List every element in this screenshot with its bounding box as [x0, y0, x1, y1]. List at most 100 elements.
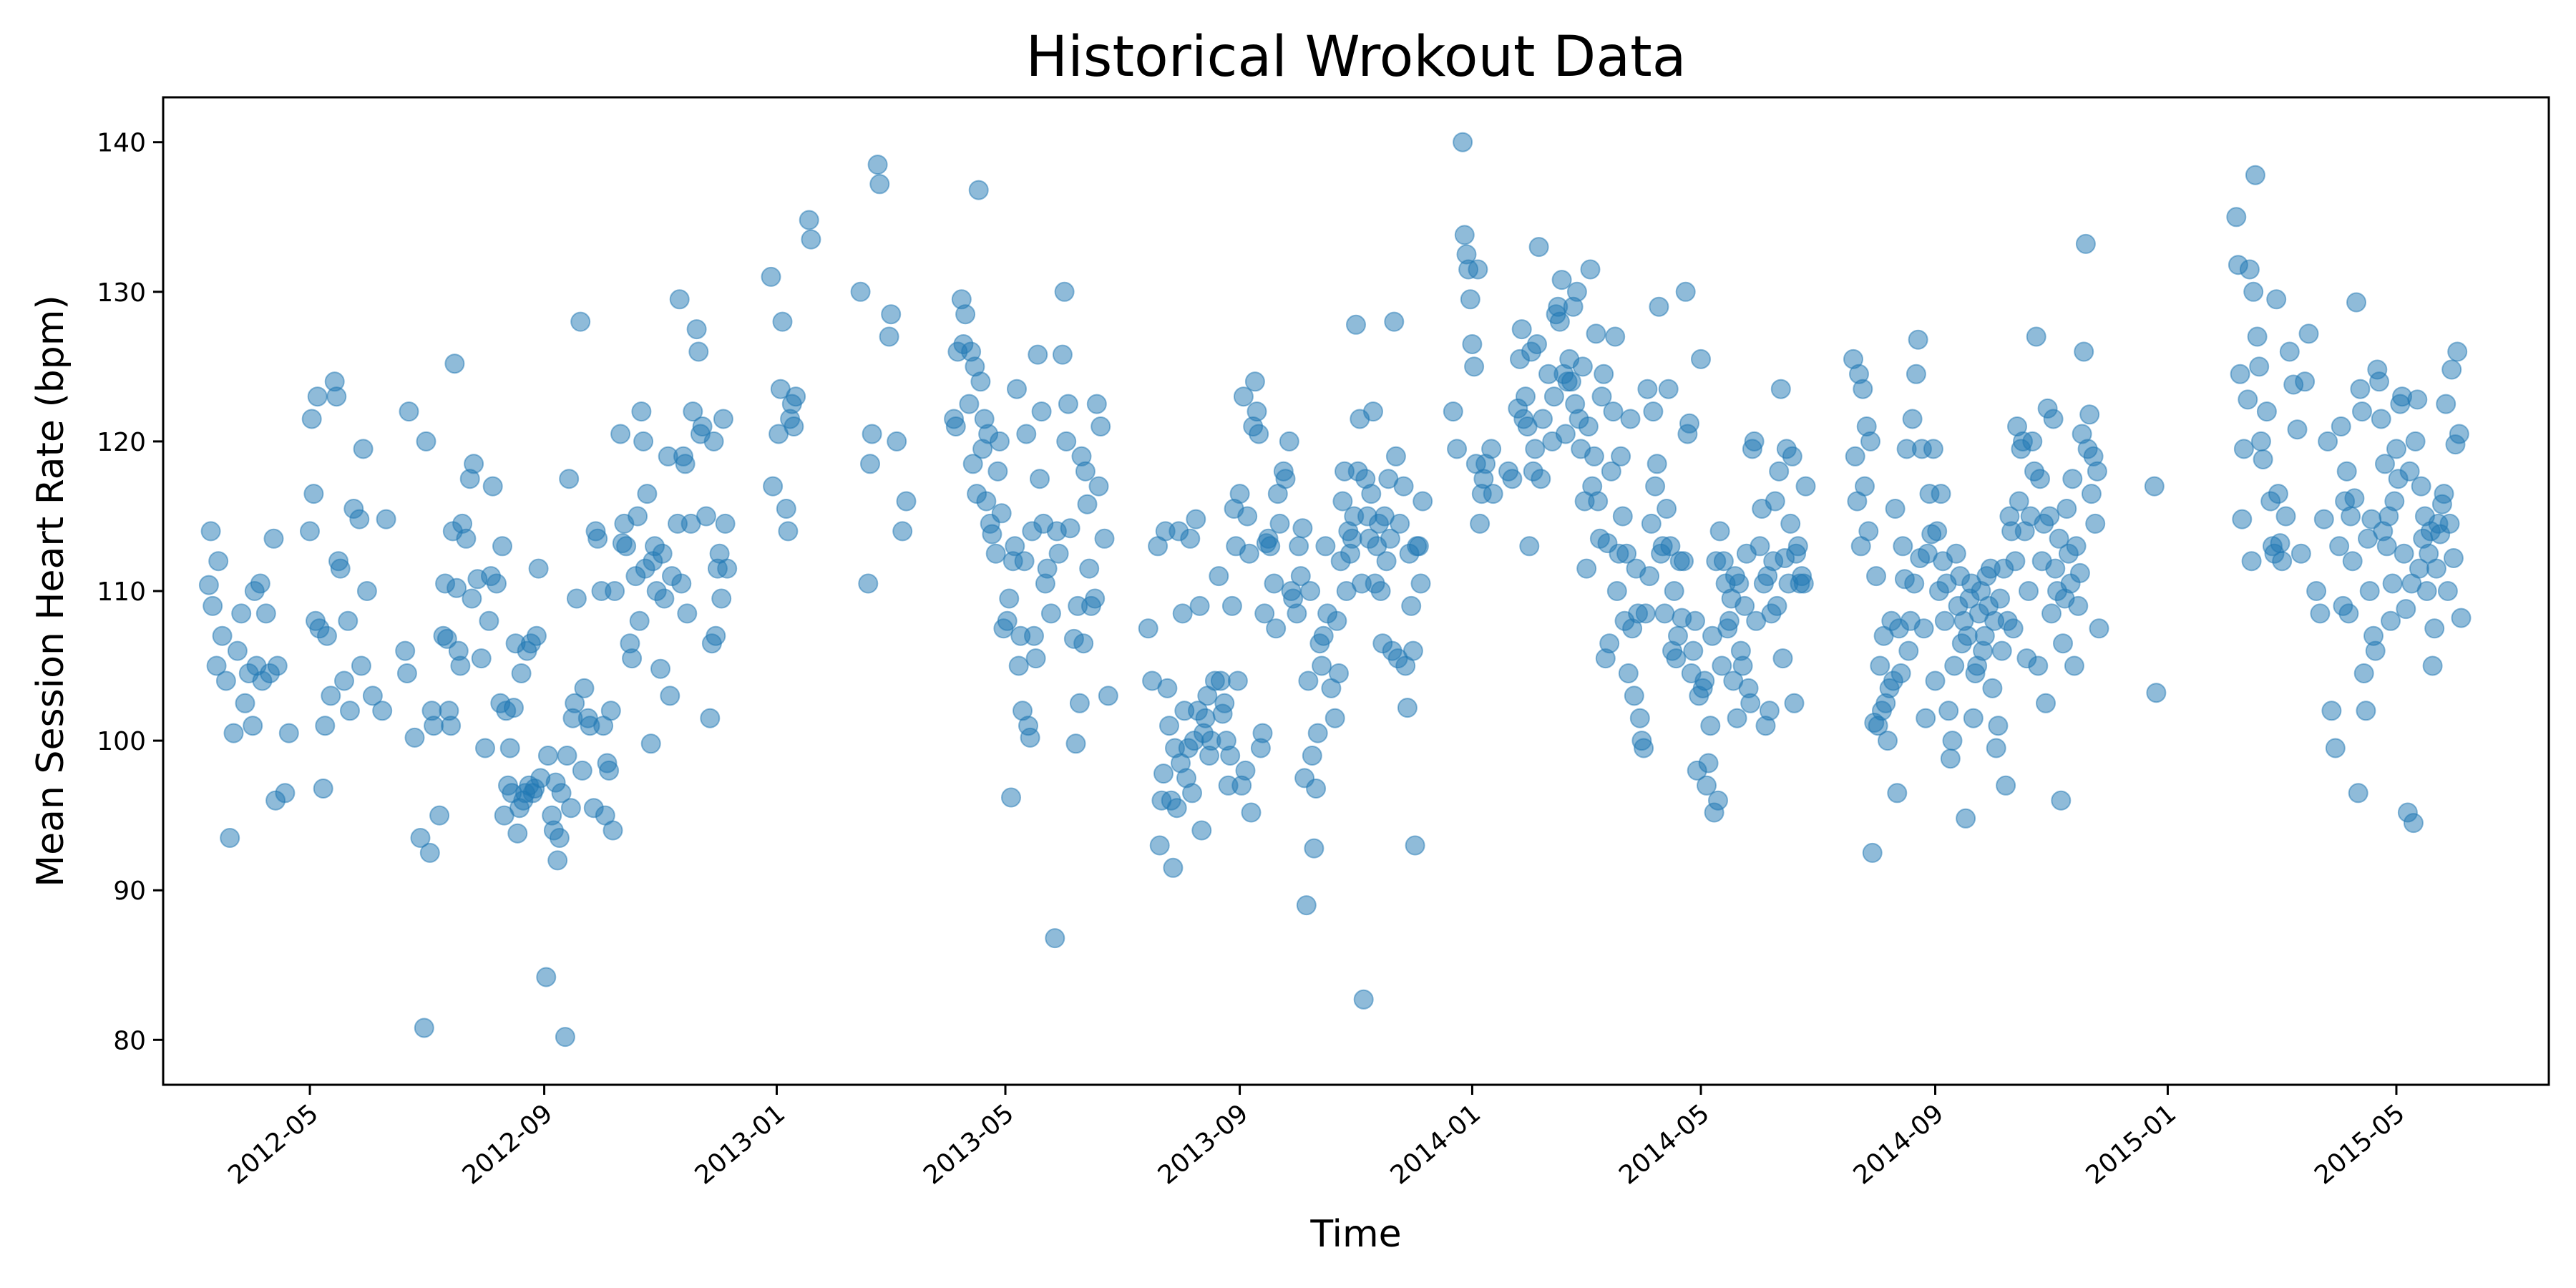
data-point [1750, 536, 1770, 557]
data-point [945, 416, 966, 436]
data-point [2321, 701, 2342, 721]
data-point [683, 401, 703, 422]
data-point [652, 543, 673, 564]
data-point [2365, 640, 2386, 661]
data-point [1001, 787, 1021, 808]
x-tick-label: 2014-01 [1385, 1098, 1487, 1190]
data-point [317, 625, 337, 646]
data-point [1254, 603, 1275, 624]
data-point [2230, 364, 2250, 384]
data-point [549, 828, 570, 848]
data-point [778, 521, 799, 542]
data-point [1138, 618, 1158, 639]
data-point [1153, 763, 1174, 784]
data-point [2371, 409, 2391, 429]
data-point [970, 371, 991, 392]
data-point [2352, 401, 2372, 422]
x-tick-label: 2013-09 [1153, 1098, 1254, 1190]
chart-title: Historical Wrokout Data [1025, 25, 1686, 89]
data-point [599, 760, 620, 781]
data-point [1654, 603, 1675, 624]
data-point [1685, 610, 1705, 631]
data-point [208, 551, 229, 572]
data-point [2359, 581, 2380, 601]
data-point [1624, 686, 1644, 706]
data-point [2239, 259, 2260, 280]
data-point [307, 386, 328, 407]
data-point [2245, 165, 2265, 185]
data-point [1712, 655, 1732, 676]
data-point [1443, 401, 1463, 422]
data-point [572, 760, 592, 781]
data-point [399, 401, 419, 422]
data-point [896, 491, 917, 512]
data-point [1220, 746, 1241, 766]
data-point [2295, 371, 2316, 392]
data-point [479, 610, 499, 631]
data-point [2226, 207, 2247, 228]
data-point [300, 521, 320, 542]
data-point [1384, 311, 1405, 332]
data-point [2331, 416, 2351, 436]
data-point [1025, 648, 1046, 669]
data-point [1708, 790, 1728, 811]
data-point [416, 431, 436, 452]
data-point [1784, 693, 1805, 713]
data-point [761, 266, 781, 287]
data-point [464, 454, 484, 474]
data-point [528, 558, 549, 579]
data-point [1588, 491, 1609, 512]
data-point [2233, 439, 2254, 459]
data-point [1629, 708, 1650, 728]
data-point [631, 401, 652, 422]
data-point [1157, 678, 1178, 698]
data-point [1397, 698, 1418, 718]
data-point [982, 524, 1002, 545]
x-tick-label: 2013-05 [918, 1098, 1020, 1190]
data-point [456, 528, 477, 549]
data-point [1235, 760, 1256, 781]
data-point [2310, 603, 2331, 624]
data-point [1454, 225, 1475, 245]
data-point [763, 476, 784, 497]
data-point [1675, 281, 1696, 302]
data-point [706, 625, 726, 646]
data-point [1447, 439, 1468, 459]
data-point [801, 229, 821, 250]
data-point [1098, 686, 1118, 706]
data-point [2144, 476, 2165, 497]
data-point [243, 716, 263, 736]
data-point [566, 588, 587, 609]
data-point [2348, 783, 2368, 804]
data-point [1765, 491, 1785, 512]
data-point [2342, 551, 2363, 572]
data-point [395, 640, 416, 661]
data-point [1468, 259, 1488, 280]
data-point [2396, 599, 2416, 620]
data-point [2451, 608, 2472, 628]
data-point [1289, 536, 1309, 557]
data-point [1740, 693, 1761, 713]
data-point [507, 823, 528, 844]
data-point [987, 461, 1008, 482]
data-point [1195, 708, 1216, 728]
y-tick-label: 140 [97, 129, 146, 158]
x-tick-label: 2013-01 [690, 1098, 791, 1190]
data-point [462, 588, 482, 609]
data-point [1233, 386, 1254, 407]
data-point [565, 693, 585, 713]
data-point [1376, 551, 1397, 572]
data-point [2146, 683, 2167, 703]
data-point [1252, 723, 1273, 743]
data-point [1862, 842, 1883, 863]
data-point [1957, 625, 1978, 646]
data-point [2447, 341, 2468, 362]
data-point [605, 581, 625, 601]
data-point [2341, 506, 2361, 527]
data-point [2270, 533, 2290, 554]
data-point [1246, 401, 1267, 422]
data-point [799, 210, 819, 230]
data-point [334, 670, 354, 691]
data-point [2287, 419, 2308, 440]
data-point [1620, 409, 1641, 429]
